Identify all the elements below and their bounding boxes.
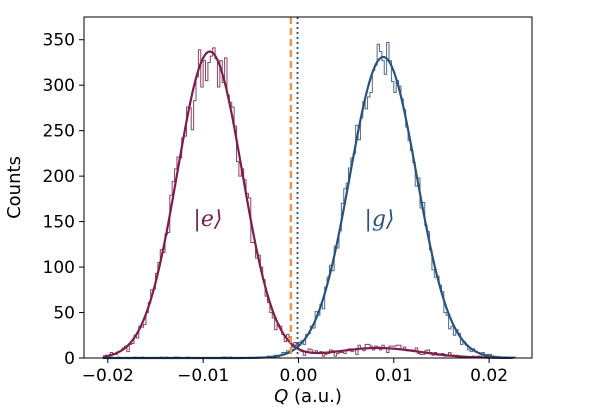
x-tick-label: 0.02	[470, 366, 508, 386]
y-tick-label: 100	[43, 258, 75, 278]
fit-curve-e	[102, 50, 513, 360]
y-tick-label: 50	[53, 304, 75, 324]
y-tick-label: 200	[43, 167, 75, 187]
x-tick-label: 0.00	[280, 366, 318, 386]
histogram-g	[103, 41, 516, 359]
histogram-layer	[102, 41, 516, 359]
threshold-line-layer	[289, 17, 299, 358]
fit-curve-layer	[102, 50, 513, 360]
x-tick-label: −0.01	[177, 366, 229, 386]
x-axis-label-unit: (a.u.)	[288, 386, 342, 407]
y-axis-label: Counts	[4, 156, 25, 219]
x-tick-label: 0.01	[375, 366, 413, 386]
y-tick-label: 300	[43, 76, 75, 96]
y-tick-label: 150	[43, 213, 75, 233]
y-tick-label: 0	[64, 349, 75, 369]
histogram-e	[102, 47, 516, 359]
y-tick-label: 250	[43, 122, 75, 142]
tick-layer: −0.02 −0.01 0.00 0.01 0.02 0 50 100 150 200 250 300…	[43, 31, 508, 386]
x-tick-label: −0.02	[82, 366, 134, 386]
fit-curve-g	[103, 55, 513, 360]
state-label-e: |e⟩	[193, 207, 222, 232]
x-axis-label-symbol: Q	[274, 386, 288, 407]
y-tick-label: 350	[43, 31, 75, 51]
x-axis-label: Q (a.u.)	[274, 386, 342, 407]
state-label-g: |g⟩	[364, 207, 394, 232]
plot-frame	[83, 16, 533, 359]
label-layer: Q (a.u.) Counts |e⟩ |g⟩	[4, 156, 395, 407]
